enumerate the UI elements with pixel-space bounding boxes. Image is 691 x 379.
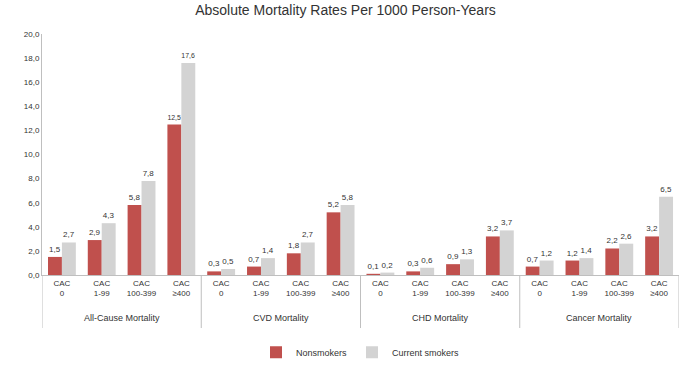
svg-text:2,2: 2,2 [606, 236, 618, 245]
svg-text:CAC0: CAC0 [53, 279, 70, 298]
svg-text:1,8: 1,8 [288, 241, 300, 250]
svg-text:4,3: 4,3 [103, 211, 115, 220]
svg-text:0,3: 0,3 [407, 259, 419, 268]
svg-text:3,2: 3,2 [646, 224, 658, 233]
svg-text:CAC≥400: CAC≥400 [491, 279, 509, 298]
svg-text:Cancer Mortality: Cancer Mortality [566, 313, 632, 323]
svg-text:CAC0: CAC0 [531, 279, 548, 298]
svg-text:2,7: 2,7 [63, 230, 75, 239]
svg-text:CAC1-99: CAC1-99 [412, 279, 429, 298]
svg-text:CAC100-399: CAC100-399 [286, 279, 316, 298]
svg-text:CAC0: CAC0 [372, 279, 389, 298]
svg-text:CAC100-399: CAC100-399 [127, 279, 157, 298]
svg-text:CAC1-99: CAC1-99 [253, 279, 270, 298]
svg-text:2,9: 2,9 [89, 228, 101, 237]
svg-text:12,5: 12,5 [167, 114, 181, 121]
svg-text:10,0: 10,0 [24, 150, 40, 159]
svg-text:17,6: 17,6 [181, 52, 195, 59]
svg-text:0,6: 0,6 [421, 256, 433, 265]
svg-text:Absolute Mortality Rates Per 1: Absolute Mortality Rates Per 1000 Person… [195, 2, 496, 18]
svg-text:0,9: 0,9 [447, 252, 459, 261]
svg-text:CVD Mortality: CVD Mortality [253, 313, 309, 323]
svg-text:Nonsmokers: Nonsmokers [296, 348, 347, 358]
svg-text:3,2: 3,2 [487, 224, 499, 233]
svg-text:3,7: 3,7 [501, 218, 513, 227]
svg-text:1,2: 1,2 [541, 249, 553, 258]
svg-text:Current smokers: Current smokers [392, 348, 459, 358]
svg-text:CAC≥400: CAC≥400 [650, 279, 668, 298]
svg-text:2,6: 2,6 [620, 232, 632, 241]
svg-text:6,5: 6,5 [660, 185, 672, 194]
svg-text:5,8: 5,8 [342, 193, 354, 202]
svg-text:0,1: 0,1 [368, 262, 380, 271]
svg-text:2,7: 2,7 [302, 230, 314, 239]
svg-text:0,5: 0,5 [222, 257, 234, 266]
svg-text:CAC100-399: CAC100-399 [445, 279, 475, 298]
svg-text:1,3: 1,3 [461, 247, 473, 256]
svg-text:7,8: 7,8 [143, 169, 155, 178]
svg-text:14,0: 14,0 [24, 102, 40, 111]
svg-text:0,3: 0,3 [208, 259, 220, 268]
svg-text:CHD Mortality: CHD Mortality [412, 313, 469, 323]
svg-text:1,5: 1,5 [49, 245, 61, 254]
svg-text:18,0: 18,0 [24, 54, 40, 63]
svg-text:1,4: 1,4 [581, 246, 593, 255]
svg-text:All-Cause Mortality: All-Cause Mortality [84, 313, 160, 323]
svg-text:5,8: 5,8 [129, 193, 141, 202]
svg-text:2,0: 2,0 [28, 247, 40, 256]
svg-text:5,2: 5,2 [328, 200, 340, 209]
svg-text:1,4: 1,4 [262, 246, 274, 255]
svg-text:CAC≥400: CAC≥400 [172, 279, 190, 298]
svg-text:0,7: 0,7 [527, 255, 539, 264]
svg-text:20,0: 20,0 [24, 30, 40, 39]
svg-text:CAC1-99: CAC1-99 [93, 279, 110, 298]
svg-text:CAC0: CAC0 [213, 279, 230, 298]
svg-text:0,0: 0,0 [28, 271, 40, 280]
svg-text:6,0: 6,0 [28, 199, 40, 208]
svg-text:0,7: 0,7 [248, 255, 260, 264]
svg-text:16,0: 16,0 [24, 78, 40, 87]
svg-text:0,2: 0,2 [382, 261, 394, 270]
svg-text:4,0: 4,0 [28, 223, 40, 232]
svg-text:8,0: 8,0 [28, 174, 40, 183]
svg-text:1,2: 1,2 [567, 249, 579, 258]
svg-text:CAC≥400: CAC≥400 [332, 279, 350, 298]
svg-text:12,0: 12,0 [24, 126, 40, 135]
svg-text:CAC100-399: CAC100-399 [605, 279, 635, 298]
svg-text:CAC1-99: CAC1-99 [571, 279, 588, 298]
